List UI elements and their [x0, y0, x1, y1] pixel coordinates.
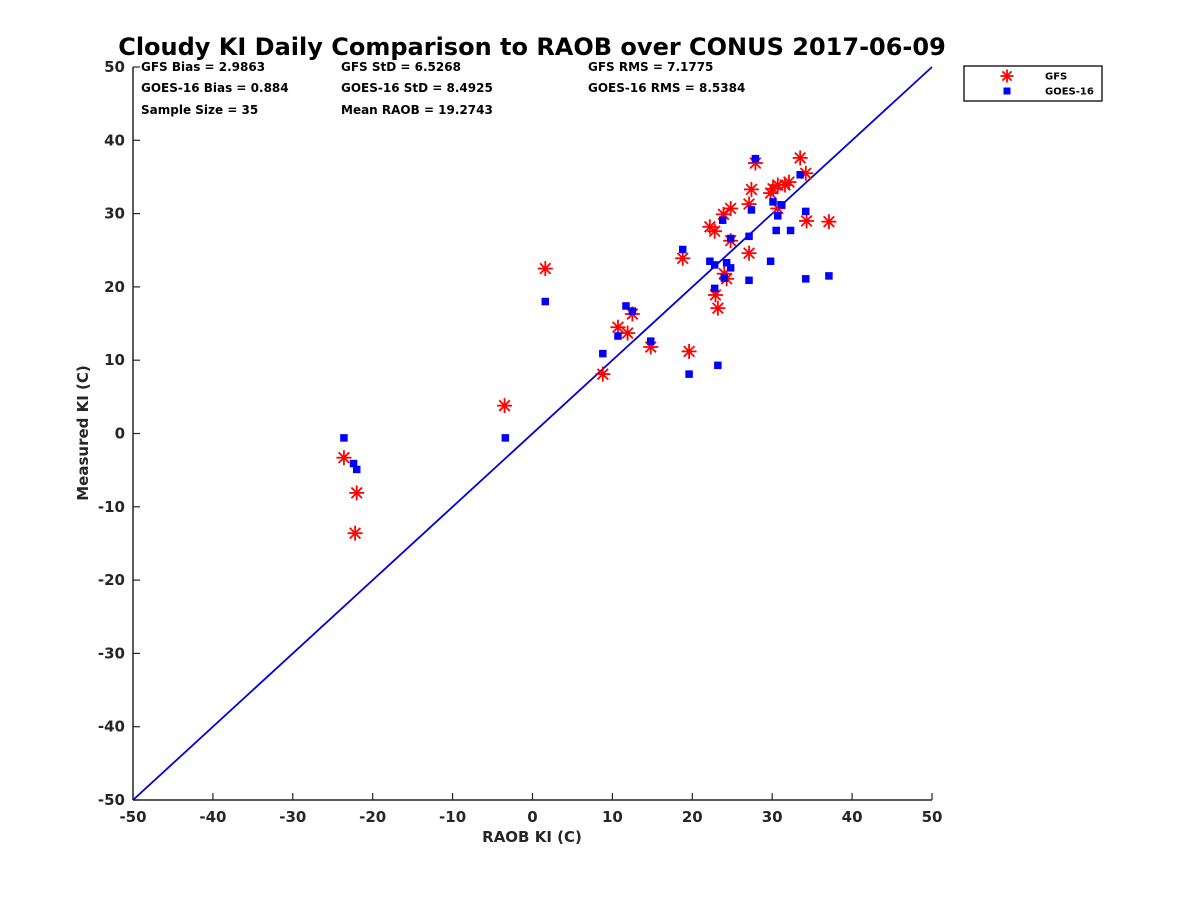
stat-text: GOES-16 Bias = 0.884 — [141, 81, 289, 95]
series-gfs — [336, 150, 837, 541]
one-to-one-line — [132, 66, 933, 801]
data-point — [792, 150, 808, 166]
y-tick-label: -50 — [98, 791, 125, 809]
data-point — [707, 223, 723, 239]
data-point — [710, 261, 719, 269]
data-point — [726, 264, 735, 272]
data-point — [821, 214, 837, 230]
data-point — [685, 370, 693, 378]
x-tick-label: -10 — [439, 808, 466, 826]
data-point — [741, 245, 757, 261]
data-point — [340, 434, 348, 442]
stat-text: Sample Size = 35 — [141, 103, 258, 117]
data-point — [745, 232, 753, 241]
y-tick-label: -40 — [98, 718, 125, 736]
data-point — [796, 171, 804, 179]
data-point — [681, 343, 697, 359]
data-point — [718, 216, 727, 224]
data-point — [647, 337, 655, 345]
data-point — [678, 245, 687, 254]
x-tick-label: 0 — [527, 808, 537, 826]
plot-area: -50 -40 -30 -20 -10 0 10 20 30 40 50 -50 -40 -30 -20 -1… — [98, 58, 943, 826]
data-point — [774, 212, 782, 220]
data-point — [714, 361, 722, 370]
y-tick-label: 50 — [104, 58, 125, 76]
data-point — [349, 485, 365, 501]
data-point — [722, 258, 731, 267]
x-axis-label: RAOB KI (C) — [482, 828, 582, 846]
x-tick-label: -40 — [199, 808, 226, 826]
y-axis-label: Measured KI (C) — [74, 365, 92, 501]
data-point — [497, 398, 513, 414]
data-point — [766, 257, 775, 265]
data-point — [778, 201, 786, 209]
legend: GFS GOES-16 — [963, 65, 1103, 102]
data-point — [769, 198, 777, 206]
stat-text: GFS Bias = 2.9863 — [141, 60, 265, 74]
x-tick-label: -50 — [119, 808, 146, 826]
y-tick-label: 40 — [104, 131, 125, 149]
data-point — [628, 307, 637, 315]
data-point — [781, 174, 797, 190]
chart-title: Cloudy KI Daily Comparison to RAOB over … — [118, 33, 946, 61]
data-point — [747, 206, 756, 214]
data-point — [622, 302, 630, 310]
legend-marker — [1000, 69, 1014, 83]
data-point — [751, 154, 760, 163]
legend-box — [963, 65, 1103, 102]
legend-label: GFS — [1045, 72, 1067, 83]
x-tick-label: 20 — [682, 808, 703, 826]
x-tick-label: -20 — [359, 808, 386, 826]
y-tick-label: 10 — [104, 351, 125, 369]
data-point — [825, 272, 833, 280]
data-point — [675, 250, 691, 266]
data-point — [352, 465, 361, 474]
x-tick-label: 40 — [842, 808, 863, 826]
stat-text: Mean RAOB = 19.2743 — [341, 103, 493, 117]
y-tick-label: -20 — [98, 571, 125, 589]
data-point — [706, 257, 714, 265]
data-point — [726, 234, 735, 243]
data-point — [786, 226, 795, 235]
legend-marker — [1003, 87, 1011, 95]
y-tick-label: 0 — [115, 425, 125, 443]
data-point — [349, 459, 358, 468]
data-point — [802, 207, 810, 216]
data-point — [620, 325, 636, 341]
y-tick-label: 30 — [104, 205, 125, 223]
data-point — [501, 434, 510, 442]
data-point — [799, 213, 815, 229]
data-point — [541, 297, 550, 306]
data-point — [710, 284, 719, 293]
data-point — [772, 226, 780, 235]
x-tick-label: 10 — [602, 808, 623, 826]
series-goes-16 — [340, 154, 833, 474]
stat-text: GFS RMS = 7.1775 — [588, 60, 713, 74]
data-point — [614, 332, 622, 340]
data-point — [610, 319, 626, 335]
y-tick-label: -30 — [98, 644, 125, 662]
data-point — [537, 261, 553, 277]
data-point — [336, 450, 352, 466]
data-point — [710, 300, 726, 316]
stat-text: GFS StD = 6.5268 — [341, 60, 461, 74]
x-tick-label: 30 — [762, 808, 783, 826]
data-point — [802, 275, 810, 283]
data-point — [720, 274, 729, 282]
stat-text: GOES-16 RMS = 8.5384 — [588, 81, 745, 95]
x-tick-label: -30 — [279, 808, 306, 826]
legend-label: GOES-16 — [1045, 87, 1094, 98]
y-tick-label: 20 — [104, 278, 125, 296]
data-point — [599, 349, 607, 358]
stat-text: GOES-16 StD = 8.4925 — [341, 81, 493, 95]
data-point — [745, 276, 753, 285]
x-tick-label: 50 — [922, 808, 943, 826]
data-point — [595, 366, 611, 382]
data-point — [347, 525, 363, 541]
data-point — [743, 181, 759, 197]
y-tick-label: -10 — [98, 498, 125, 516]
data-point — [723, 200, 739, 216]
